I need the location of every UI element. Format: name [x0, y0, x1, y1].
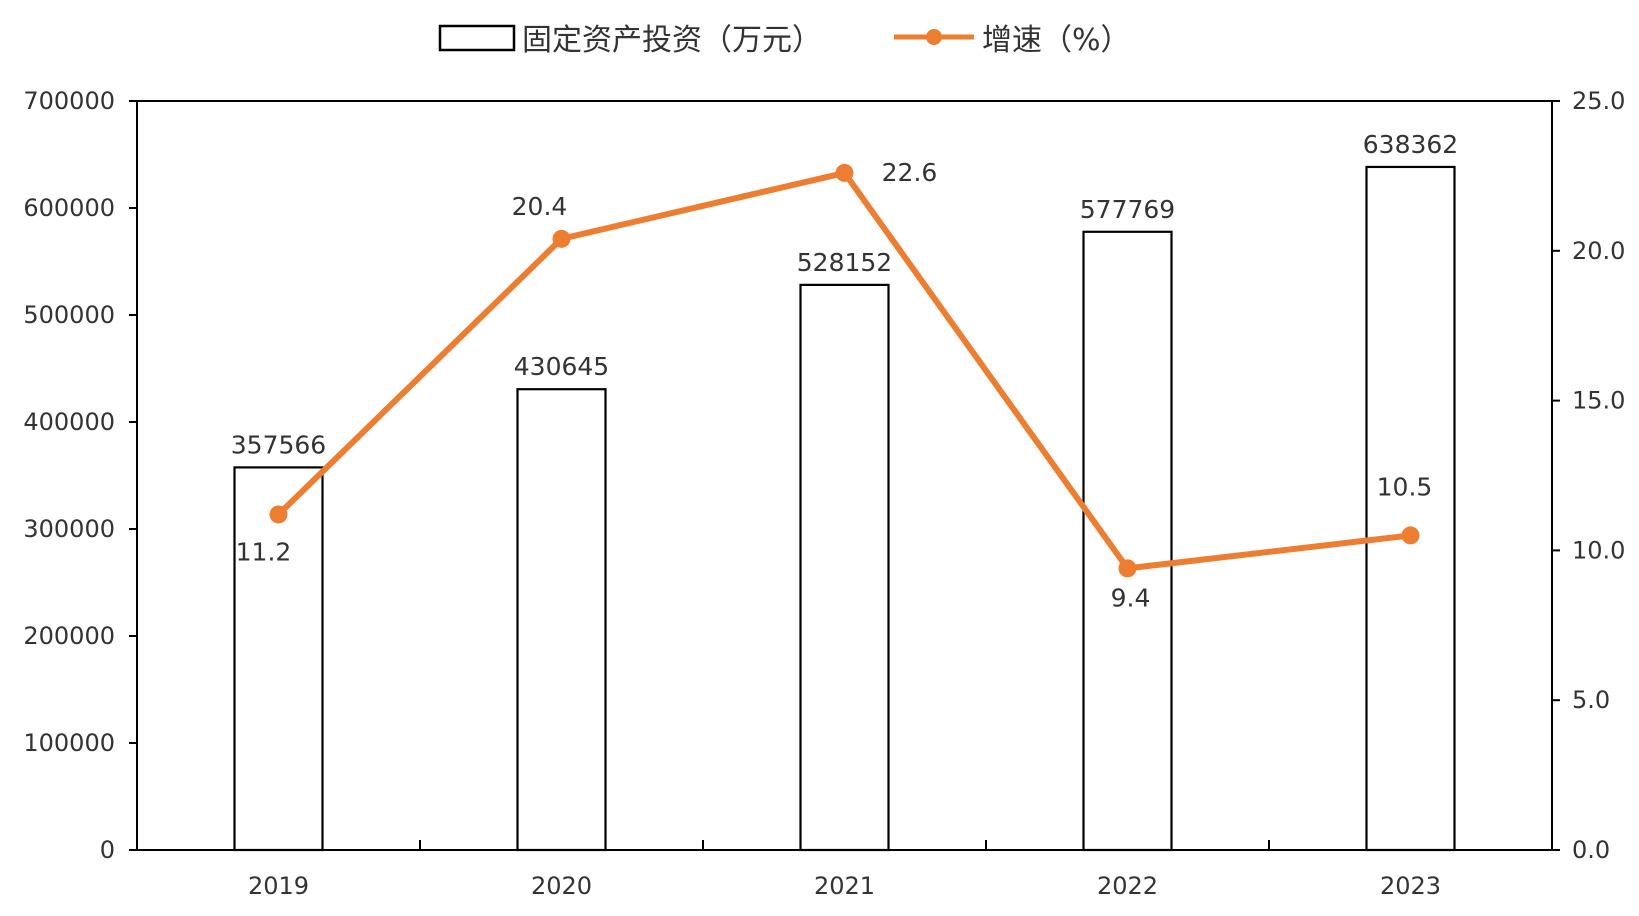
x-tick-label: 2021	[814, 872, 875, 900]
growth-value-label: 10.5	[1377, 472, 1433, 501]
legend-bar-label: 固定资产投资（万元）	[522, 23, 822, 58]
y-left-tick-label: 600000	[23, 194, 115, 222]
bar-2019	[233, 466, 324, 852]
growth-marker-2023	[1401, 526, 1420, 545]
y-left-tick-label: 0	[100, 836, 115, 864]
y-left-tick-label: 500000	[23, 301, 115, 329]
bar-value-label: 528152	[797, 248, 892, 277]
growth-value-label: 9.4	[1111, 583, 1151, 612]
y-right-tick-label: 25.0	[1572, 87, 1625, 115]
legend: 固定资产投资（万元） 增速（%）	[438, 23, 1131, 58]
growth-value-label: 20.4	[512, 192, 568, 221]
growth-value-label: 11.2	[236, 537, 292, 566]
growth-marker-2020	[552, 229, 571, 248]
y-left-tick-label: 200000	[23, 622, 115, 650]
x-tick-label: 2022	[1097, 872, 1158, 900]
x-tick-label: 2023	[1380, 872, 1441, 900]
growth-marker-2021	[835, 163, 854, 182]
x-tick-label: 2019	[248, 872, 309, 900]
y-left-tick-label: 300000	[23, 515, 115, 543]
growth-value-label: 22.6	[882, 158, 938, 187]
bar-2021	[799, 283, 890, 852]
growth-marker-2022	[1118, 559, 1137, 578]
y-left-tick-label: 100000	[23, 729, 115, 757]
y-left-tick-label: 700000	[23, 87, 115, 115]
plot-frame	[136, 100, 1553, 851]
x-tick-label: 2020	[531, 872, 592, 900]
bar-2020	[516, 388, 607, 852]
legend-line-label: 增速（%）	[982, 23, 1131, 58]
legend-line-marker	[926, 29, 942, 45]
y-right-tick-label: 5.0	[1572, 686, 1610, 714]
bar-2022	[1082, 230, 1173, 852]
y-right-tick-label: 10.0	[1572, 536, 1625, 564]
y-left-tick-label: 400000	[23, 408, 115, 436]
legend-bar-swatch	[438, 24, 516, 52]
bar-2023	[1365, 165, 1456, 852]
y-right-tick-label: 15.0	[1572, 387, 1625, 415]
bar-value-label: 638362	[1363, 130, 1458, 159]
bar-value-label: 357566	[231, 430, 326, 459]
y-right-tick-label: 20.0	[1572, 237, 1625, 265]
bar-value-label: 430645	[514, 352, 609, 381]
growth-marker-2019	[269, 505, 288, 524]
bar-value-label: 577769	[1080, 195, 1175, 224]
y-right-tick-label: 0.0	[1572, 836, 1610, 864]
